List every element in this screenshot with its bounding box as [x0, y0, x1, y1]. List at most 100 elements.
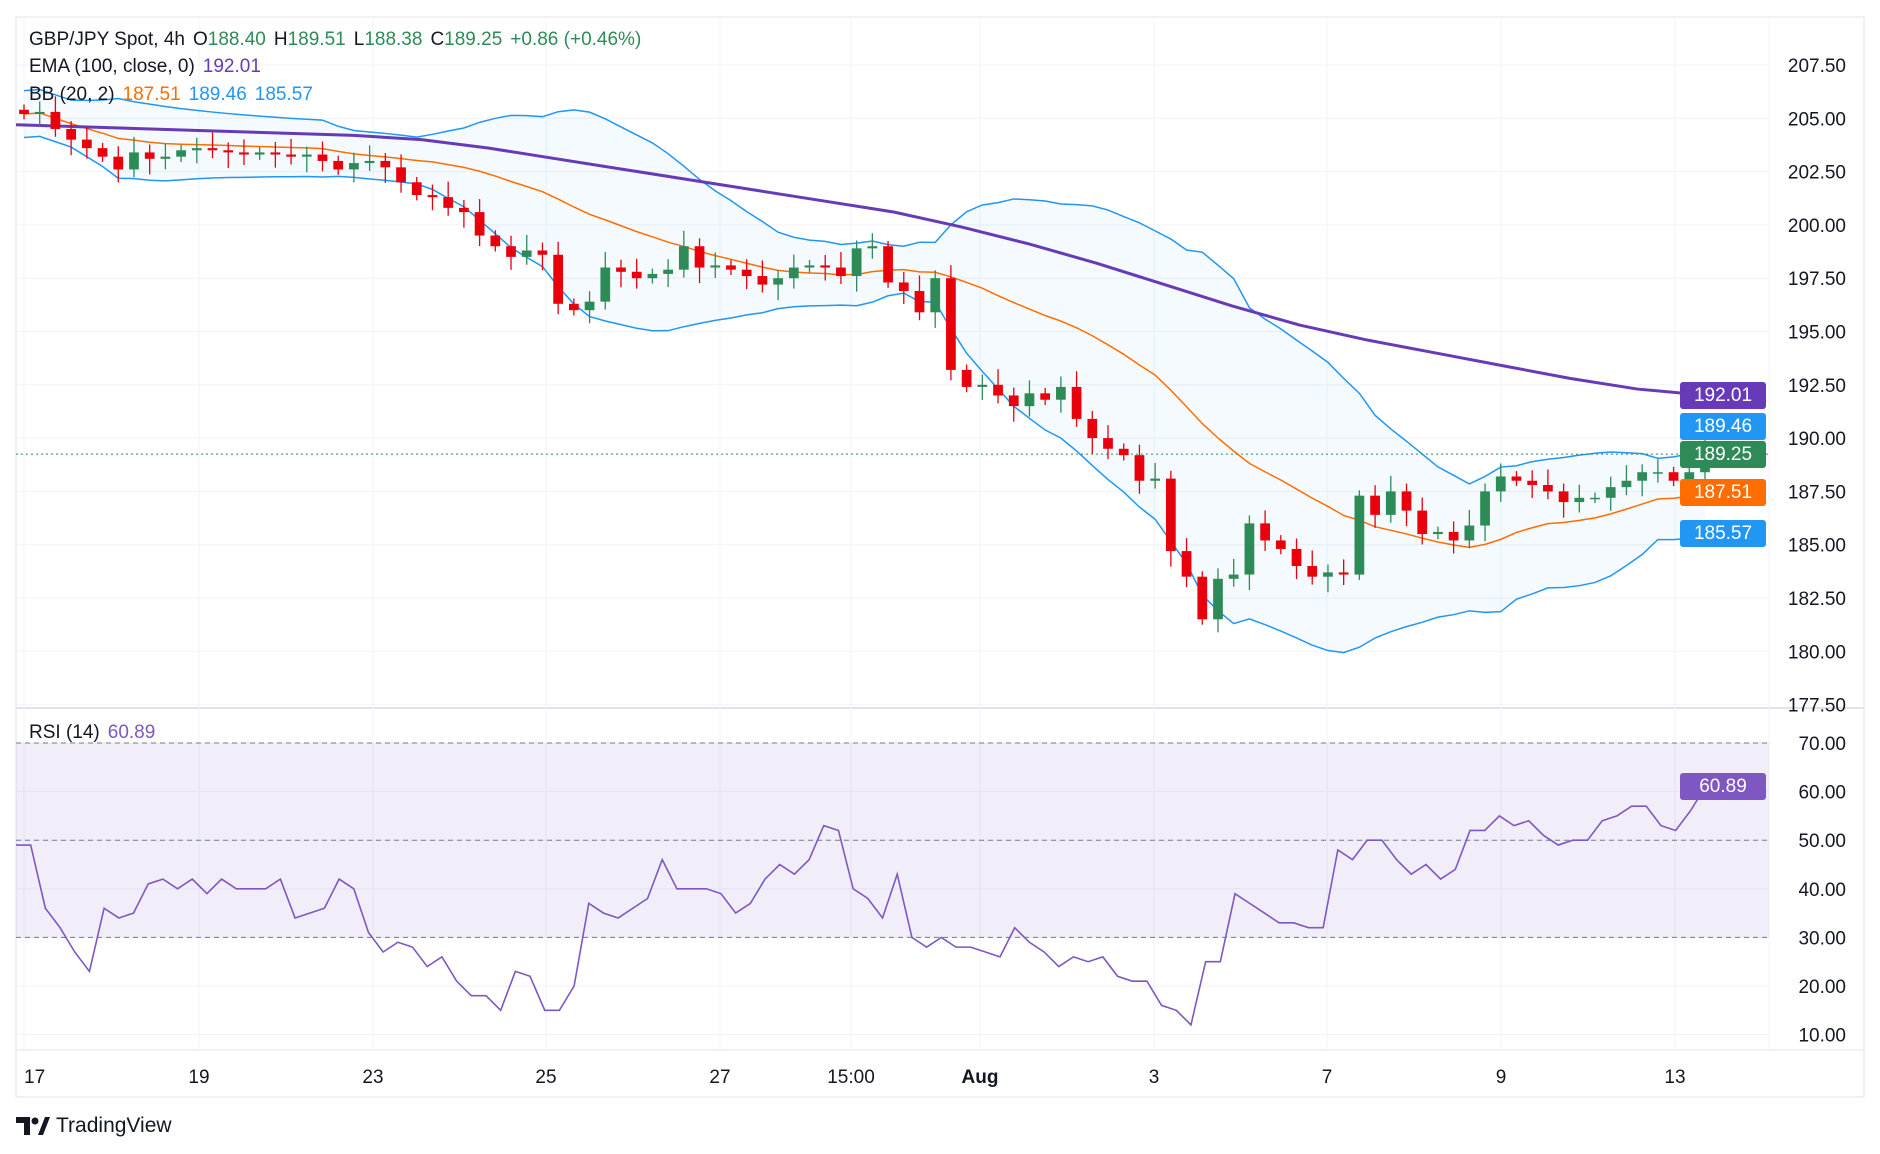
candle-bullish [160, 156, 171, 159]
candle-bullish [663, 269, 673, 274]
candle-bullish [521, 250, 532, 257]
candle-bearish [616, 267, 626, 272]
ema-price-badge: 192.01 [1680, 382, 1766, 409]
ema-line [15, 123, 1706, 397]
candle-bullish [1024, 393, 1035, 407]
candle-bullish [364, 160, 375, 164]
candle-bearish [820, 265, 831, 268]
candle-bearish [506, 246, 516, 257]
candle-bullish [129, 152, 139, 170]
low-value: 188.38 [364, 29, 423, 50]
tradingview-logo[interactable]: TradingView [16, 1114, 172, 1138]
candle-bullish [34, 111, 45, 115]
candle-bullish [349, 163, 359, 170]
candle-bearish [1338, 572, 1349, 575]
candle-bearish [1417, 510, 1428, 535]
candle-bullish [1228, 574, 1239, 579]
candle-bullish [1385, 491, 1396, 515]
candle-bearish [490, 235, 501, 247]
bb-lower-badge: 185.57 [1680, 520, 1766, 547]
candle-bearish [1040, 393, 1051, 400]
candles [19, 96, 1710, 633]
candle-bearish [144, 152, 155, 159]
candle-bearish [1103, 438, 1113, 449]
bb-lower-line [23, 135, 1706, 654]
candle-bearish [1118, 448, 1129, 456]
candle-bearish [568, 303, 579, 311]
bollinger-band-fill [24, 89, 1705, 653]
candle-bearish [81, 139, 92, 149]
candle-bearish [741, 269, 752, 277]
price-axis-label: 197.50 [1788, 269, 1846, 290]
high-value: 189.51 [287, 29, 346, 50]
open-label: O [192, 29, 208, 50]
candle-bullish [1056, 386, 1066, 400]
candle-bearish [1087, 418, 1098, 439]
candle-bearish [836, 267, 846, 277]
candle-bearish [443, 197, 454, 208]
rsi-axis-label: 10.00 [1798, 1026, 1846, 1047]
ema-value: 192.01 [202, 56, 261, 77]
candle-bearish [1401, 491, 1412, 511]
candle-bullish [1590, 497, 1600, 500]
close-value: 189.25 [444, 29, 503, 50]
rsi-axis-label: 50.00 [1798, 831, 1846, 852]
candle-bullish [301, 154, 312, 157]
price-axis-label: 190.00 [1788, 429, 1846, 450]
candle-bearish [380, 160, 391, 168]
candle-bearish [270, 152, 281, 155]
time-axis-label: 19 [188, 1067, 209, 1088]
time-axis-label: 23 [362, 1067, 383, 1088]
candle-bearish [1275, 540, 1286, 549]
candle-bearish [474, 212, 485, 236]
candle-bearish [946, 278, 956, 370]
candle-bullish [1621, 480, 1632, 488]
candle-bearish [1527, 480, 1538, 486]
candle-bearish [113, 156, 124, 170]
time-axis-label: 9 [1496, 1067, 1507, 1088]
candle-bearish [317, 154, 328, 161]
open-value: 188.40 [207, 29, 266, 50]
candle-bearish [223, 150, 234, 153]
candle-bullish [647, 273, 658, 279]
symbol-label: GBP/JPY Spot, 4h [29, 29, 185, 50]
rsi-value-badge: 60.89 [1680, 773, 1766, 800]
candle-bearish [1307, 566, 1318, 577]
candle-bullish [1150, 478, 1161, 481]
candle-bearish [459, 207, 469, 213]
indicator-lines [15, 88, 1769, 654]
bb-basis-badge: 187.51 [1680, 479, 1766, 506]
candle-bullish [773, 278, 783, 285]
bb-upper-line [23, 88, 1706, 485]
candle-bearish [427, 195, 438, 198]
time-axis-label: 13 [1664, 1067, 1685, 1088]
candle-bearish [239, 152, 249, 155]
time-axis-label: 3 [1149, 1067, 1160, 1088]
candle-bullish [584, 301, 595, 311]
bb-basis-line [23, 112, 1706, 549]
candle-bearish [1008, 395, 1019, 407]
candle-bullish [710, 265, 721, 268]
candle-bearish [1071, 386, 1082, 419]
price-axis-label: 185.00 [1788, 536, 1846, 557]
chart-frame [15, 16, 1865, 1098]
candle-bearish [1165, 478, 1176, 552]
ema-legend: EMA (100, close, 0) 192.01 [29, 56, 269, 78]
candle-bearish [286, 154, 296, 157]
candle-bullish [176, 150, 186, 157]
candle-bearish [66, 128, 77, 140]
high-label: H [273, 29, 288, 50]
rsi-legend: RSI (14) 60.89 [29, 722, 163, 744]
candle-bullish [600, 267, 611, 302]
candle-bearish [1134, 455, 1145, 481]
candle-bearish [1511, 476, 1522, 481]
candle-bullish [1464, 525, 1475, 541]
price-axis-label: 207.50 [1788, 56, 1846, 77]
candle-bullish [1323, 572, 1333, 577]
candle-bearish [1370, 495, 1380, 515]
candle-bearish [694, 246, 705, 268]
rsi-axis-label: 40.00 [1798, 880, 1846, 901]
rsi-axis-label: 20.00 [1798, 977, 1846, 998]
rsi-axis-label: 70.00 [1798, 734, 1846, 755]
